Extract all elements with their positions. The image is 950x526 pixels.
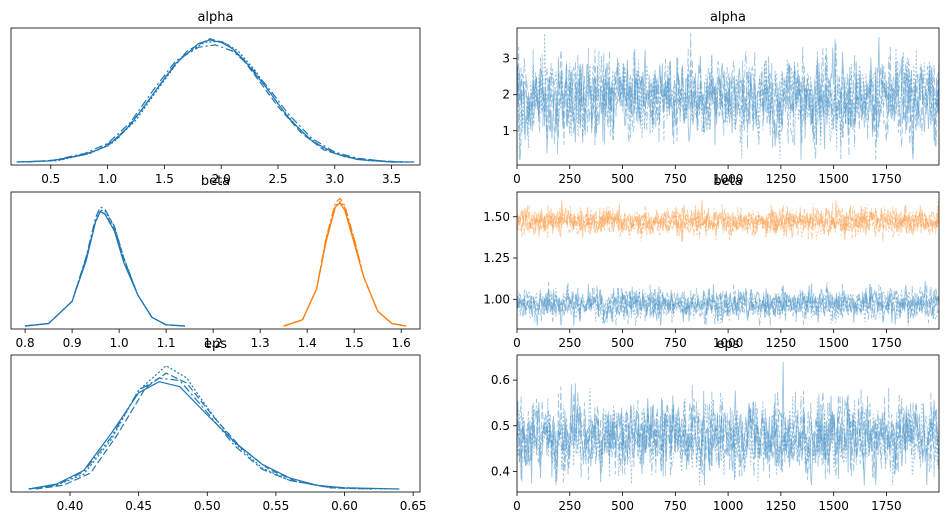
y-tick-label: 0.6 [491, 373, 510, 387]
y-tick-label: 0.4 [491, 464, 510, 478]
trace-line [516, 361, 940, 486]
x-tick-label: 1500 [818, 499, 849, 513]
x-tick-label: 0.60 [331, 499, 358, 513]
x-tick-label: 2.5 [268, 172, 287, 186]
x-tick-label: 0.55 [263, 499, 290, 513]
x-tick-label: 0.8 [16, 336, 35, 350]
trace-line [516, 284, 940, 326]
x-tick-label: 1.0 [98, 172, 117, 186]
x-tick-label: 1.5 [345, 336, 364, 350]
density-panel-4: eps 0.40 0.45 0.50 0.55 0.60 0.65 [10, 337, 427, 513]
density-curve [283, 200, 407, 327]
y-tick-label: 0.5 [491, 419, 510, 433]
y-tick-label: 1.50 [483, 210, 510, 224]
x-tick-label: 0.9 [63, 336, 82, 350]
x-tick-label: 250 [558, 336, 581, 350]
x-tick-label: 1500 [818, 172, 849, 186]
trace-line [516, 204, 940, 242]
x-tick-label: 1000 [713, 336, 744, 350]
x-tick-label: 1000 [713, 499, 744, 513]
x-tick-label: 0.65 [400, 499, 427, 513]
panel-title: eps [204, 337, 227, 352]
density-curve [283, 202, 407, 327]
x-tick-label: 0.5 [41, 172, 60, 186]
density-curve [22, 40, 404, 163]
y-tick-label: 2 [502, 88, 510, 102]
density-curve [283, 202, 407, 327]
density-curve [16, 44, 409, 163]
x-tick-label: 1750 [871, 336, 902, 350]
x-tick-label: 500 [611, 336, 634, 350]
x-tick-label: 250 [558, 172, 581, 186]
x-tick-label: 750 [664, 499, 687, 513]
x-tick-label: 750 [664, 172, 687, 186]
trace-line [516, 33, 940, 160]
trace-line [516, 281, 940, 326]
density-curve [25, 211, 185, 327]
panel-title: eps [716, 337, 739, 352]
x-tick-label: 1.4 [298, 336, 317, 350]
x-tick-label: 0.40 [57, 499, 84, 513]
x-tick-label: 250 [558, 499, 581, 513]
density-curve [25, 210, 185, 327]
panel-title: alpha [710, 10, 746, 25]
trace-panel-5: eps 0.4 0.5 0.6 0 250 500 750 1000 1250 1500 1750 [491, 337, 940, 513]
density-curve [25, 206, 185, 327]
panel-title: beta [201, 174, 230, 189]
x-tick-label: 1250 [766, 336, 797, 350]
x-tick-label: 0 [513, 499, 521, 513]
x-tick-label: 1000 [713, 172, 744, 186]
x-tick-label: 1.2 [204, 336, 223, 350]
x-tick-label: 3.5 [382, 172, 401, 186]
x-tick-label: 500 [611, 172, 634, 186]
y-tick-label: 1.25 [483, 251, 510, 265]
x-tick-label: 0 [513, 336, 521, 350]
x-tick-label: 0 [513, 172, 521, 186]
density-panel-0: alpha 0.5 1.0 1.5 2.0 2.5 3.0 3.5 [10, 10, 421, 186]
density-curve [28, 381, 400, 490]
density-curve [16, 39, 415, 163]
x-tick-label: 1.1 [157, 336, 176, 350]
trace-line [516, 33, 940, 160]
axes-frame [10, 191, 421, 330]
axes-frame [10, 354, 421, 493]
y-tick-label: 1.00 [483, 292, 510, 306]
x-tick-label: 1750 [871, 499, 902, 513]
x-tick-label: 0.45 [125, 499, 152, 513]
x-tick-label: 3.0 [325, 172, 344, 186]
trace-line [516, 384, 940, 483]
x-tick-label: 750 [664, 336, 687, 350]
y-tick-label: 3 [502, 52, 510, 66]
x-tick-label: 1.6 [392, 336, 411, 350]
trace-line [516, 203, 940, 240]
density-curve [28, 365, 373, 490]
x-tick-label: 500 [611, 499, 634, 513]
y-tick-label: 1 [502, 124, 510, 138]
density-curve [25, 209, 185, 327]
density-curve [283, 197, 407, 327]
panel-title: alpha [197, 10, 233, 25]
trace-line [516, 200, 940, 242]
x-tick-label: 1.5 [155, 172, 174, 186]
x-tick-label: 2.0 [212, 172, 231, 186]
x-tick-label: 1.0 [110, 336, 129, 350]
trace-panel-1: alpha 1 2 3 0 250 500 750 1000 1250 1500 1750 [502, 10, 940, 186]
density-curve [27, 38, 404, 163]
x-tick-label: 1250 [766, 499, 797, 513]
axes-frame [10, 27, 421, 166]
x-tick-label: 0.50 [194, 499, 221, 513]
density-curve [28, 377, 386, 490]
trace-panel-3: beta 1.00 1.25 1.50 0 250 500 750 1000 1250 1500 17… [483, 174, 940, 350]
trace-line [516, 43, 940, 160]
x-tick-label: 1500 [818, 336, 849, 350]
x-tick-label: 1.3 [251, 336, 270, 350]
density-panel-2: beta 0.8 0.9 1.0 1.1 1.2 1.3 1.4 1.5 1.6 [10, 174, 421, 350]
x-tick-label: 1250 [766, 172, 797, 186]
x-tick-label: 1750 [871, 172, 902, 186]
panel-title: beta [713, 174, 742, 189]
